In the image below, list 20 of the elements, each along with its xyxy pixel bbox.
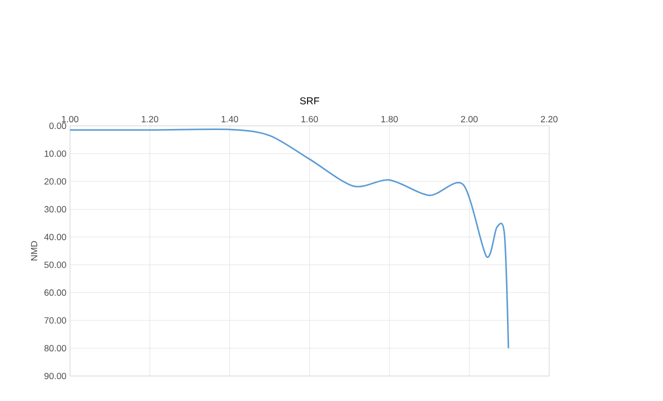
x-tick-label: 1.00	[62, 116, 78, 122]
y-tick-label: 10.00	[44, 150, 66, 157]
y-tick-label: 70.00	[44, 317, 66, 324]
y-tick-label: 20.00	[44, 178, 66, 185]
y-tick-label: 40.00	[44, 234, 66, 240]
x-tick-label: 2.20	[540, 116, 558, 122]
y-tick-label: 90.00	[44, 372, 66, 380]
y-tick-label: 30.00	[44, 206, 66, 212]
x-tick-label: 1.60	[302, 116, 318, 122]
x-axis-title: SRF	[300, 97, 320, 104]
y-axis-title: NMD	[31, 241, 38, 260]
y-tick-label: 60.00	[44, 289, 66, 296]
y-tick-label: 80.00	[44, 345, 66, 352]
x-tick-label: 1.80	[381, 116, 398, 122]
y-tick-label: 0.00	[49, 122, 66, 130]
x-tick-label: 1.40	[222, 116, 238, 122]
y-tick-label: 50.00	[44, 262, 66, 268]
line-series	[70, 128, 510, 349]
x-tick-label: 2.00	[461, 116, 478, 122]
x-tick-label: 1.20	[142, 116, 158, 122]
